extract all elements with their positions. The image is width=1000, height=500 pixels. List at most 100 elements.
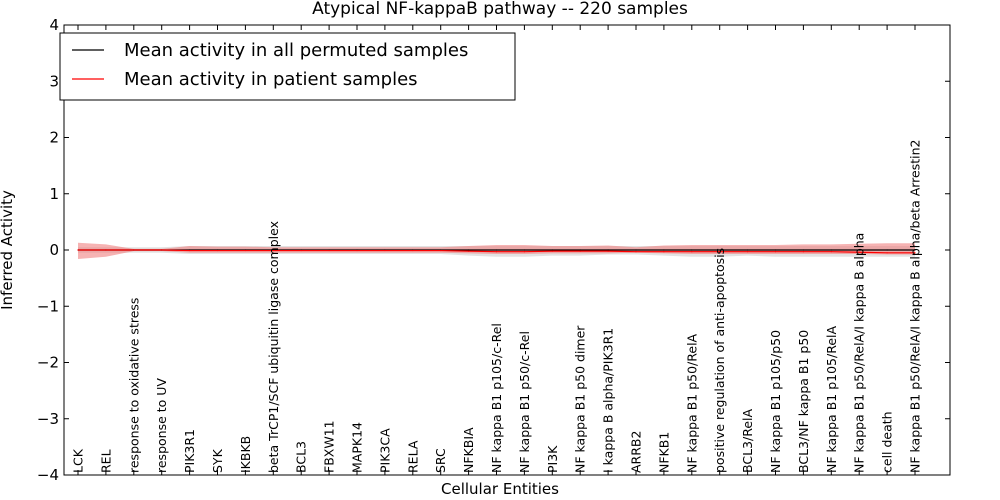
y-tick-label: 4 xyxy=(49,16,59,34)
y-tick-label: 3 xyxy=(49,72,59,90)
x-tick-label: BCL3 xyxy=(294,441,309,473)
x-tick-label: NF kappa B1 p50 dimer xyxy=(573,325,588,473)
data-point-patient xyxy=(272,249,274,252)
x-tick-label: beta TrCP1/SCF ubiquitin ligase complex xyxy=(266,221,281,473)
x-tick-label: IKBKB xyxy=(238,436,253,473)
band-patient xyxy=(78,242,915,259)
y-tick-label: −1 xyxy=(37,297,59,315)
data-point-permuted xyxy=(607,249,609,251)
data-point-patient xyxy=(133,249,135,251)
legend: Mean activity in all permuted samples Mea… xyxy=(59,32,516,101)
y-tick-label: 1 xyxy=(49,185,59,203)
y-tick-label: −2 xyxy=(37,354,59,372)
data-point-patient xyxy=(468,250,470,252)
legend-label: Mean activity in patient samples xyxy=(124,69,418,90)
data-point-patient xyxy=(774,251,777,253)
data-point-permuted xyxy=(830,249,832,251)
x-tick-label: FBXW11 xyxy=(322,420,337,473)
data-point-permuted xyxy=(635,249,637,251)
data-point-patient xyxy=(635,251,637,253)
x-axis-label: Cellular Entities xyxy=(441,480,559,498)
data-point-patient xyxy=(328,249,330,252)
x-tick-label: NF kappa B1 p105/RelA xyxy=(824,326,839,473)
y-tick-label: 2 xyxy=(49,129,59,147)
data-point-patient xyxy=(830,251,832,253)
x-axis: LCK REL response to oxidative stress respon… xyxy=(71,25,923,475)
data-point-permuted xyxy=(551,249,553,251)
data-point-permuted xyxy=(914,249,916,251)
data-point-permuted xyxy=(579,249,581,251)
x-tick-label: SYK xyxy=(210,448,225,473)
data-point-permuted xyxy=(747,249,749,251)
data-point-permuted xyxy=(495,249,498,251)
x-tick-label: response to UV xyxy=(154,378,169,473)
x-tick-label: NF kappa B1 p50/c-Rel xyxy=(517,331,532,473)
data-point-patient xyxy=(691,251,693,253)
x-tick-label: NF kappa B1 p50/RelA xyxy=(684,333,699,473)
x-tick-label: NF kappa B1 p50/RelA/I kappa B alpha xyxy=(852,233,867,473)
x-tick-label: ARRB2 xyxy=(629,431,644,473)
data-point-permuted xyxy=(663,249,665,251)
x-tick-label: NF kappa B1 p105/p50 xyxy=(768,330,783,473)
data-point-patient xyxy=(858,251,860,253)
data-point-patient xyxy=(105,249,107,251)
x-tick-label: PIK3R1 xyxy=(182,429,197,473)
x-tick-label: positive regulation of anti-apoptosis xyxy=(712,248,727,473)
data-point-patient xyxy=(523,251,526,253)
data-point-patient xyxy=(412,249,414,252)
x-tick-label: BCL3/RelA xyxy=(740,409,755,473)
chart-title: Atypical NF-kappaB pathway -- 220 sample… xyxy=(312,0,688,19)
data-point-patient xyxy=(244,249,246,252)
data-point-patient xyxy=(495,251,498,253)
series-lines xyxy=(77,249,916,254)
x-tick-label: PI3K xyxy=(545,445,560,473)
x-tick-label: I kappa B alpha/PIK3R1 xyxy=(601,328,616,473)
data-point-permuted xyxy=(802,249,805,251)
data-point-patient xyxy=(440,249,442,252)
x-tick-label: cell death xyxy=(880,411,895,473)
legend-label: Mean activity in all permuted samples xyxy=(124,40,468,61)
data-point-patient xyxy=(189,249,191,252)
y-axis-label: Inferred Activity xyxy=(0,190,16,310)
data-point-patient xyxy=(886,252,888,254)
data-point-patient xyxy=(77,249,79,251)
data-point-patient xyxy=(914,252,916,254)
y-tick-label: 0 xyxy=(49,241,59,259)
x-tick-label: RELA xyxy=(405,440,420,473)
y-tick-label: −4 xyxy=(37,466,59,484)
x-tick-label: REL xyxy=(98,449,113,473)
data-point-patient xyxy=(747,251,749,253)
x-tick-label: response to oxidative stress xyxy=(126,298,141,473)
data-point-patient xyxy=(719,251,721,253)
x-tick-label: NF kappa B1 p50/RelA/I kappa B alpha/bet… xyxy=(908,140,923,474)
data-point-permuted xyxy=(691,249,693,251)
data-point-patient xyxy=(663,251,665,253)
legend-box xyxy=(59,32,516,101)
x-tick-label: SRC xyxy=(433,448,448,473)
data-point-permuted xyxy=(719,249,721,251)
data-point-permuted xyxy=(858,249,860,251)
x-tick-label: NFKBIA xyxy=(461,427,476,473)
x-tick-label: PIK3CA xyxy=(377,428,392,473)
data-point-patient xyxy=(579,250,581,252)
y-tick-label: −3 xyxy=(37,410,59,428)
data-point-patient xyxy=(216,249,219,252)
data-point-permuted xyxy=(774,249,777,251)
data-point-permuted xyxy=(886,249,888,251)
data-point-patient xyxy=(300,249,302,252)
x-tick-label: BCL3/NF kappa B1 p50 xyxy=(796,330,811,473)
data-point-permuted xyxy=(468,249,470,251)
data-point-permuted xyxy=(523,249,526,251)
y-axis: −4 −3 −2 −1 0 1 2 3 4 xyxy=(37,16,950,484)
data-point-patient xyxy=(802,251,805,253)
x-tick-label: NFKB1 xyxy=(656,432,671,473)
x-tick-label: MAPK14 xyxy=(350,422,365,473)
data-point-patient xyxy=(551,250,553,252)
data-point-patient xyxy=(607,250,609,252)
data-point-patient xyxy=(356,249,358,252)
data-point-patient xyxy=(161,249,163,251)
data-point-patient xyxy=(384,249,386,252)
x-tick-label: LCK xyxy=(71,448,86,473)
x-tick-label: NF kappa B1 p105/c-Rel xyxy=(489,323,504,473)
